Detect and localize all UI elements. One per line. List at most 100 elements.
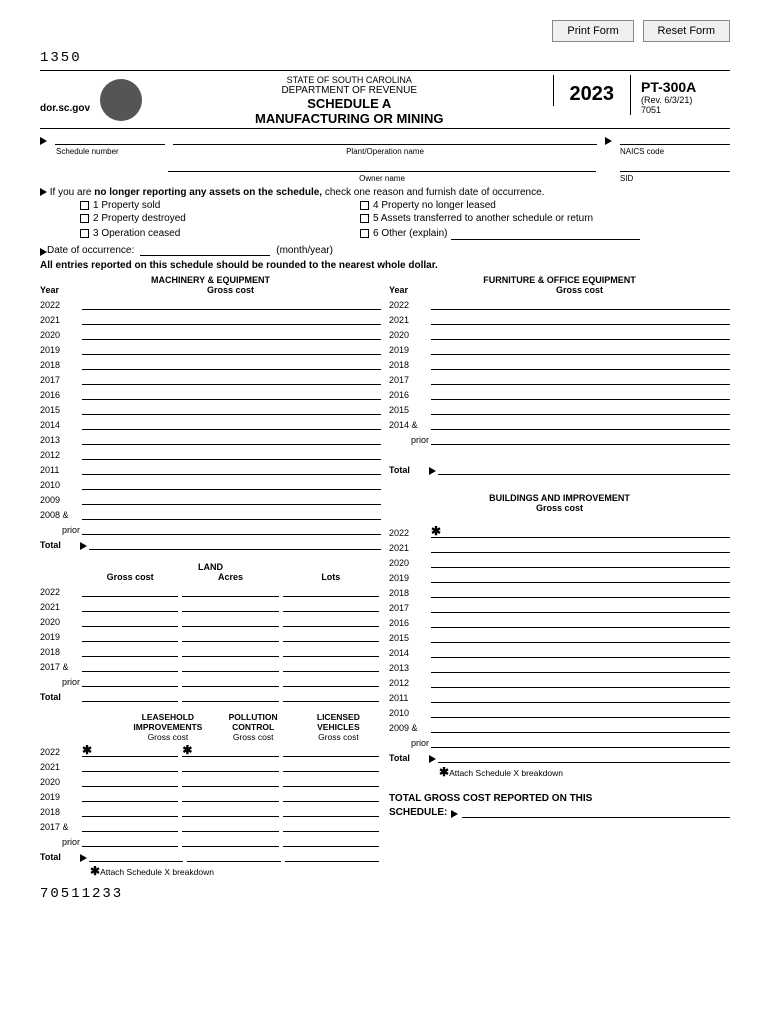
checkbox-5[interactable] <box>360 214 369 223</box>
lease-total-input[interactable] <box>187 850 281 862</box>
reset-button[interactable]: Reset Form <box>643 20 730 42</box>
land-total-input[interactable] <box>182 690 278 702</box>
buildings-total-input[interactable] <box>438 751 730 763</box>
cost-input[interactable] <box>431 313 730 325</box>
print-button[interactable]: Print Form <box>552 20 633 42</box>
cost-input[interactable] <box>82 328 381 340</box>
checkbox-6[interactable] <box>360 229 369 238</box>
cost-input[interactable] <box>182 805 278 817</box>
other-explain-input[interactable] <box>451 226 640 240</box>
lease-total-input[interactable] <box>285 850 379 862</box>
cost-input[interactable] <box>182 645 278 657</box>
cost-input[interactable] <box>431 358 730 370</box>
land-input[interactable] <box>283 675 379 687</box>
buildings-prior-input[interactable] <box>431 736 730 748</box>
cost-input[interactable] <box>82 433 381 445</box>
cost-input[interactable] <box>283 745 379 757</box>
cost-input[interactable]: ✱ <box>82 745 178 757</box>
owner-input[interactable] <box>168 158 596 172</box>
cost-input[interactable] <box>82 820 178 832</box>
cost-input[interactable] <box>283 585 379 597</box>
furniture-prior-input[interactable] <box>431 433 730 445</box>
schedule-number-input[interactable] <box>55 131 165 145</box>
cost-input[interactable] <box>283 645 379 657</box>
cost-input[interactable] <box>182 660 278 672</box>
furniture-total-input[interactable] <box>438 463 730 475</box>
cost-input[interactable] <box>431 343 730 355</box>
cost-input[interactable] <box>431 631 730 643</box>
naics-input[interactable] <box>620 131 730 145</box>
cost-input[interactable] <box>82 630 178 642</box>
cost-input[interactable] <box>283 760 379 772</box>
cost-input[interactable] <box>283 615 379 627</box>
cost-input[interactable] <box>431 403 730 415</box>
cost-input[interactable] <box>431 676 730 688</box>
lease-input[interactable] <box>283 835 379 847</box>
sid-input[interactable] <box>620 158 730 172</box>
cost-input[interactable] <box>283 805 379 817</box>
cost-input[interactable] <box>431 328 730 340</box>
cost-input[interactable] <box>431 616 730 628</box>
checkbox-4[interactable] <box>360 201 369 210</box>
cost-input[interactable] <box>82 358 381 370</box>
checkbox-2[interactable] <box>80 214 89 223</box>
cost-input[interactable] <box>82 645 178 657</box>
cost-input[interactable] <box>283 775 379 787</box>
cost-input[interactable] <box>431 541 730 553</box>
total-gross-input[interactable] <box>462 804 730 818</box>
cost-input[interactable] <box>182 600 278 612</box>
cost-input[interactable] <box>82 660 178 672</box>
cost-input[interactable] <box>431 601 730 613</box>
cost-input[interactable] <box>431 418 730 430</box>
cost-input[interactable] <box>431 571 730 583</box>
cost-input[interactable] <box>82 600 178 612</box>
cost-input[interactable] <box>283 820 379 832</box>
land-total-input[interactable] <box>82 690 178 702</box>
land-input[interactable] <box>182 675 278 687</box>
cost-input[interactable] <box>82 508 381 520</box>
cost-input[interactable] <box>431 298 730 310</box>
cost-input[interactable] <box>82 760 178 772</box>
cost-input[interactable] <box>82 463 381 475</box>
cost-input[interactable] <box>82 775 178 787</box>
land-input[interactable] <box>82 675 178 687</box>
cost-input[interactable] <box>82 343 381 355</box>
cost-input[interactable] <box>431 706 730 718</box>
cost-input[interactable] <box>82 373 381 385</box>
machinery-total-input[interactable] <box>89 538 381 550</box>
cost-input[interactable] <box>182 585 278 597</box>
cost-input[interactable] <box>182 615 278 627</box>
machinery-prior-input[interactable] <box>82 523 381 535</box>
cost-input[interactable] <box>82 313 381 325</box>
cost-input[interactable] <box>82 388 381 400</box>
checkbox-3[interactable] <box>80 229 89 238</box>
cost-input[interactable] <box>82 418 381 430</box>
cost-input[interactable] <box>82 403 381 415</box>
cost-input[interactable]: ✱ <box>431 526 730 538</box>
cost-input[interactable] <box>182 760 278 772</box>
cost-input[interactable] <box>431 556 730 568</box>
cost-input[interactable] <box>431 373 730 385</box>
cost-input[interactable] <box>283 630 379 642</box>
cost-input[interactable] <box>82 478 381 490</box>
checkbox-1[interactable] <box>80 201 89 210</box>
lease-input[interactable] <box>182 835 278 847</box>
cost-input[interactable] <box>182 630 278 642</box>
cost-input[interactable] <box>82 805 178 817</box>
cost-input[interactable] <box>82 615 178 627</box>
cost-input[interactable] <box>283 790 379 802</box>
lease-total-input[interactable] <box>89 850 183 862</box>
cost-input[interactable] <box>431 721 730 733</box>
cost-input[interactable] <box>82 448 381 460</box>
cost-input[interactable] <box>182 775 278 787</box>
lease-input[interactable] <box>82 835 178 847</box>
cost-input[interactable] <box>283 660 379 672</box>
cost-input[interactable] <box>431 661 730 673</box>
cost-input[interactable] <box>82 790 178 802</box>
cost-input[interactable] <box>431 646 730 658</box>
cost-input[interactable] <box>431 586 730 598</box>
cost-input[interactable]: ✱ <box>182 745 278 757</box>
cost-input[interactable] <box>431 388 730 400</box>
plant-name-input[interactable] <box>173 131 597 145</box>
cost-input[interactable] <box>82 585 178 597</box>
